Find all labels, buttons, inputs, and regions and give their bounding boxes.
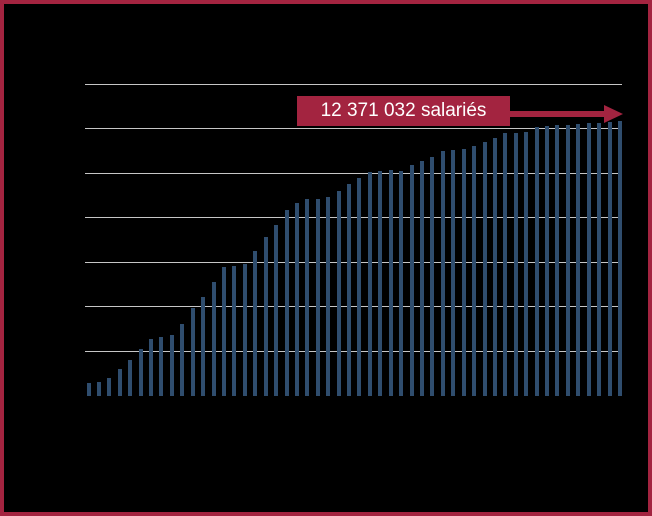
value-bar bbox=[597, 123, 602, 396]
value-bar bbox=[388, 170, 393, 396]
value-bar bbox=[378, 171, 383, 396]
gridline bbox=[85, 261, 622, 263]
value-bar bbox=[409, 165, 414, 396]
callout-arrow-head-icon bbox=[604, 105, 623, 123]
value-bar bbox=[149, 339, 154, 396]
value-bar bbox=[555, 125, 560, 396]
value-bar bbox=[86, 383, 91, 396]
value-bar bbox=[159, 337, 164, 396]
value-bar bbox=[180, 324, 185, 396]
value-bar bbox=[263, 237, 268, 396]
value-bar bbox=[576, 124, 581, 396]
value-bar bbox=[451, 150, 456, 396]
value-bar bbox=[315, 199, 320, 396]
value-bar bbox=[430, 157, 435, 396]
value-bar bbox=[534, 127, 539, 396]
plot-area bbox=[85, 84, 622, 396]
value-bar bbox=[211, 282, 216, 396]
value-bar bbox=[253, 251, 258, 396]
value-bar bbox=[419, 161, 424, 396]
value-bar bbox=[482, 142, 487, 396]
value-bar bbox=[586, 123, 591, 396]
value-bar bbox=[326, 197, 331, 396]
value-bar bbox=[545, 126, 550, 396]
gridline bbox=[85, 84, 622, 85]
value-bar bbox=[221, 267, 226, 396]
value-bar bbox=[472, 146, 477, 396]
value-bar bbox=[565, 125, 570, 396]
value-bar bbox=[492, 138, 497, 396]
value-bar bbox=[305, 199, 310, 396]
value-bar bbox=[461, 149, 466, 396]
value-bar bbox=[96, 382, 101, 396]
value-bar bbox=[399, 171, 404, 396]
value-bar bbox=[284, 210, 289, 396]
value-bar bbox=[117, 369, 122, 396]
value-bar bbox=[294, 203, 299, 396]
value-bar bbox=[513, 133, 518, 396]
value-bar bbox=[169, 335, 174, 396]
value-bar bbox=[336, 191, 341, 396]
value-bar bbox=[503, 133, 508, 396]
gridline bbox=[85, 306, 622, 308]
value-bar bbox=[367, 172, 372, 396]
value-bar bbox=[232, 266, 237, 396]
value-bar bbox=[190, 308, 195, 396]
value-bar bbox=[524, 132, 529, 396]
callout-arrow-line bbox=[508, 111, 607, 117]
value-bar bbox=[128, 360, 133, 396]
value-bar bbox=[618, 121, 622, 396]
value-bar bbox=[201, 297, 206, 396]
value-bar bbox=[138, 349, 143, 396]
value-bar bbox=[107, 378, 112, 396]
gridline bbox=[85, 217, 622, 219]
gridline bbox=[85, 172, 622, 174]
gridline bbox=[85, 128, 622, 130]
value-bar bbox=[357, 178, 362, 396]
gridline bbox=[85, 350, 622, 352]
value-bar bbox=[274, 225, 279, 396]
callout-label: 12 371 032 salariés bbox=[320, 100, 487, 121]
value-bar bbox=[347, 184, 352, 396]
callout-box: 12 371 032 salariés bbox=[297, 96, 510, 126]
value-bar bbox=[607, 122, 612, 396]
value-bar bbox=[440, 151, 445, 396]
value-bar bbox=[242, 264, 247, 396]
